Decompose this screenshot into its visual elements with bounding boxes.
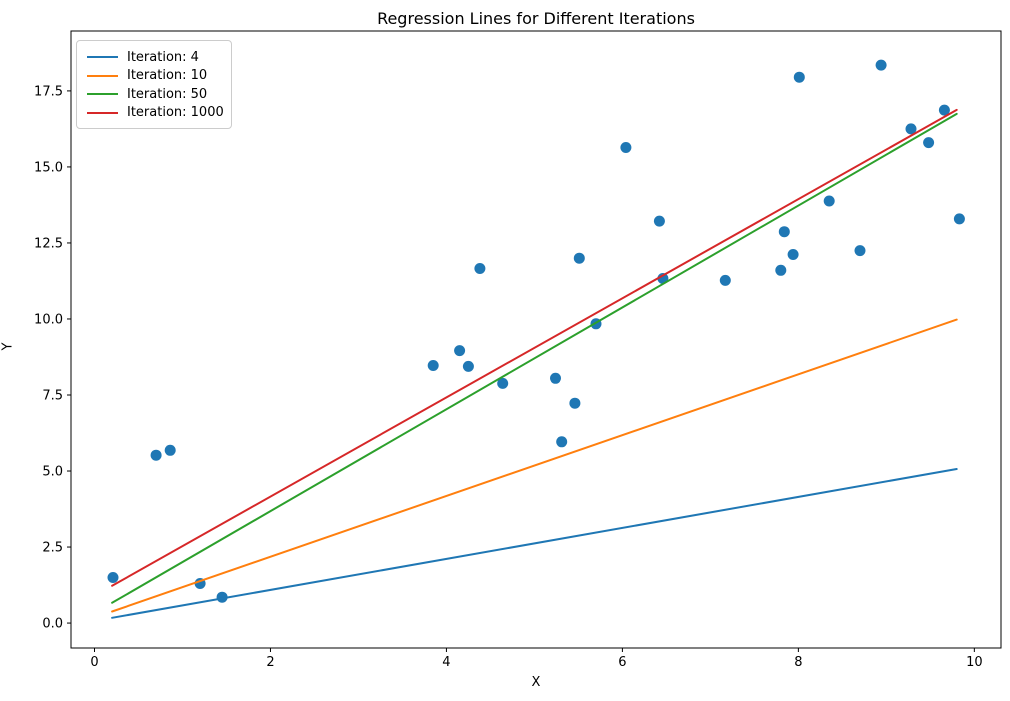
- legend-line-swatch: [87, 74, 118, 77]
- regression-line-4: [111, 468, 958, 619]
- scatter-point: [462, 360, 474, 372]
- scatter-point: [953, 213, 965, 225]
- scatter-point: [573, 252, 585, 264]
- x-tick-label: 8: [794, 655, 802, 670]
- y-tick-label: 12.5: [34, 236, 63, 251]
- x-axis-label: X: [531, 675, 541, 690]
- scatter-point: [164, 444, 176, 456]
- scatter-point: [938, 104, 950, 116]
- legend-label: Iteration: 10: [127, 68, 208, 84]
- scatter-point: [107, 572, 119, 583]
- scatter-point: [854, 245, 866, 257]
- scatter-point: [719, 274, 731, 286]
- chart-title: Regression Lines for Different Iteration…: [377, 9, 695, 28]
- scatter-point: [778, 226, 790, 238]
- legend-entry-iteration-4: Iteration: 4: [87, 48, 221, 66]
- y-tick-label: 15.0: [34, 160, 63, 175]
- regression-line-50: [111, 112, 958, 604]
- y-tick-label: 10.0: [34, 312, 63, 327]
- legend-entry-iteration-10: Iteration: 10: [87, 67, 221, 85]
- legend-line-swatch: [87, 111, 118, 114]
- scatter-point: [497, 377, 509, 389]
- scatter-point: [427, 360, 439, 371]
- x-tick-label: 2: [266, 655, 274, 670]
- scatter-point: [823, 195, 835, 207]
- scatter-point: [550, 372, 561, 384]
- y-tick-label: 5.0: [42, 465, 63, 480]
- legend-label: Iteration: 1000: [127, 105, 224, 121]
- scatter-point: [150, 449, 162, 461]
- legend-entry-iteration-1000: Iteration: 1000: [87, 104, 224, 122]
- y-tick-label: 2.5: [42, 541, 63, 556]
- x-tick-label: 6: [618, 655, 626, 670]
- axes-frame: [70, 30, 1002, 649]
- x-tick-label: 10: [966, 655, 983, 670]
- y-axis-label: Y: [0, 342, 16, 351]
- legend-label: Iteration: 50: [127, 86, 208, 102]
- scatter-point: [793, 71, 805, 83]
- scatter-point: [653, 215, 665, 227]
- scatter-point: [775, 264, 787, 276]
- scatter-point: [923, 137, 935, 149]
- x-tick-label: 4: [442, 655, 450, 670]
- scatter-point: [620, 142, 632, 153]
- scatter-point: [454, 345, 466, 357]
- legend-line-swatch: [87, 56, 118, 58]
- scatter-point: [216, 591, 228, 603]
- scatter-point: [569, 397, 581, 409]
- scatter-point: [556, 436, 568, 448]
- regression-line-1000: [111, 108, 958, 587]
- x-tick-label: 0: [90, 655, 98, 670]
- y-tick-label: 17.5: [34, 84, 63, 99]
- regression-line-10: [111, 318, 958, 613]
- scatter-point: [905, 123, 917, 135]
- legend-label: Iteration: 4: [127, 49, 199, 65]
- legend-entry-iteration-50: Iteration: 50: [87, 85, 221, 103]
- scatter-point: [875, 59, 887, 71]
- scatter-point: [474, 263, 486, 274]
- y-tick-label: 7.5: [42, 388, 63, 403]
- scatter-point: [787, 249, 799, 260]
- y-tick-label: 0.0: [42, 617, 63, 632]
- legend: Iteration: 4 Iteration: 10 Iteration: 50…: [76, 40, 232, 129]
- legend-line-swatch: [87, 93, 118, 96]
